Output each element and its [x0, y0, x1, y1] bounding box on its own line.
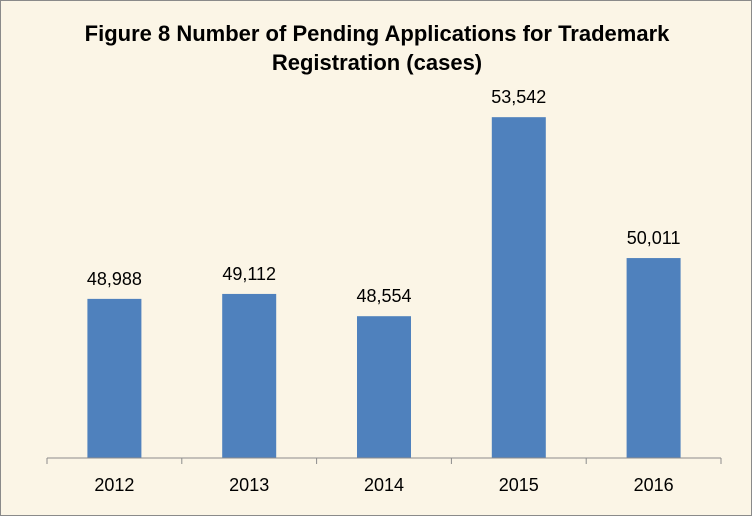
- data-label-2016: 50,011: [627, 228, 681, 248]
- data-label-2014: 48,554: [356, 286, 411, 306]
- x-tick-label-2015: 2015: [499, 475, 539, 495]
- x-tick-label-2012: 2012: [94, 475, 134, 495]
- bar-2014: [357, 316, 411, 458]
- chart-title: Figure 8 Number of Pending Applications …: [84, 21, 670, 75]
- data-label-2015: 53,542: [491, 87, 546, 107]
- bar-2015: [491, 117, 546, 459]
- bar-2013: [222, 293, 277, 458]
- x-tick-label-2014: 2014: [364, 475, 404, 495]
- data-label-2013: 49,112: [222, 264, 276, 284]
- bar-2012: [87, 298, 142, 458]
- data-label-2012: 48,988: [87, 269, 142, 289]
- x-tick-label-2016: 2016: [634, 475, 674, 495]
- x-tick-label-2013: 2013: [229, 475, 269, 495]
- bar-2016: [626, 258, 681, 458]
